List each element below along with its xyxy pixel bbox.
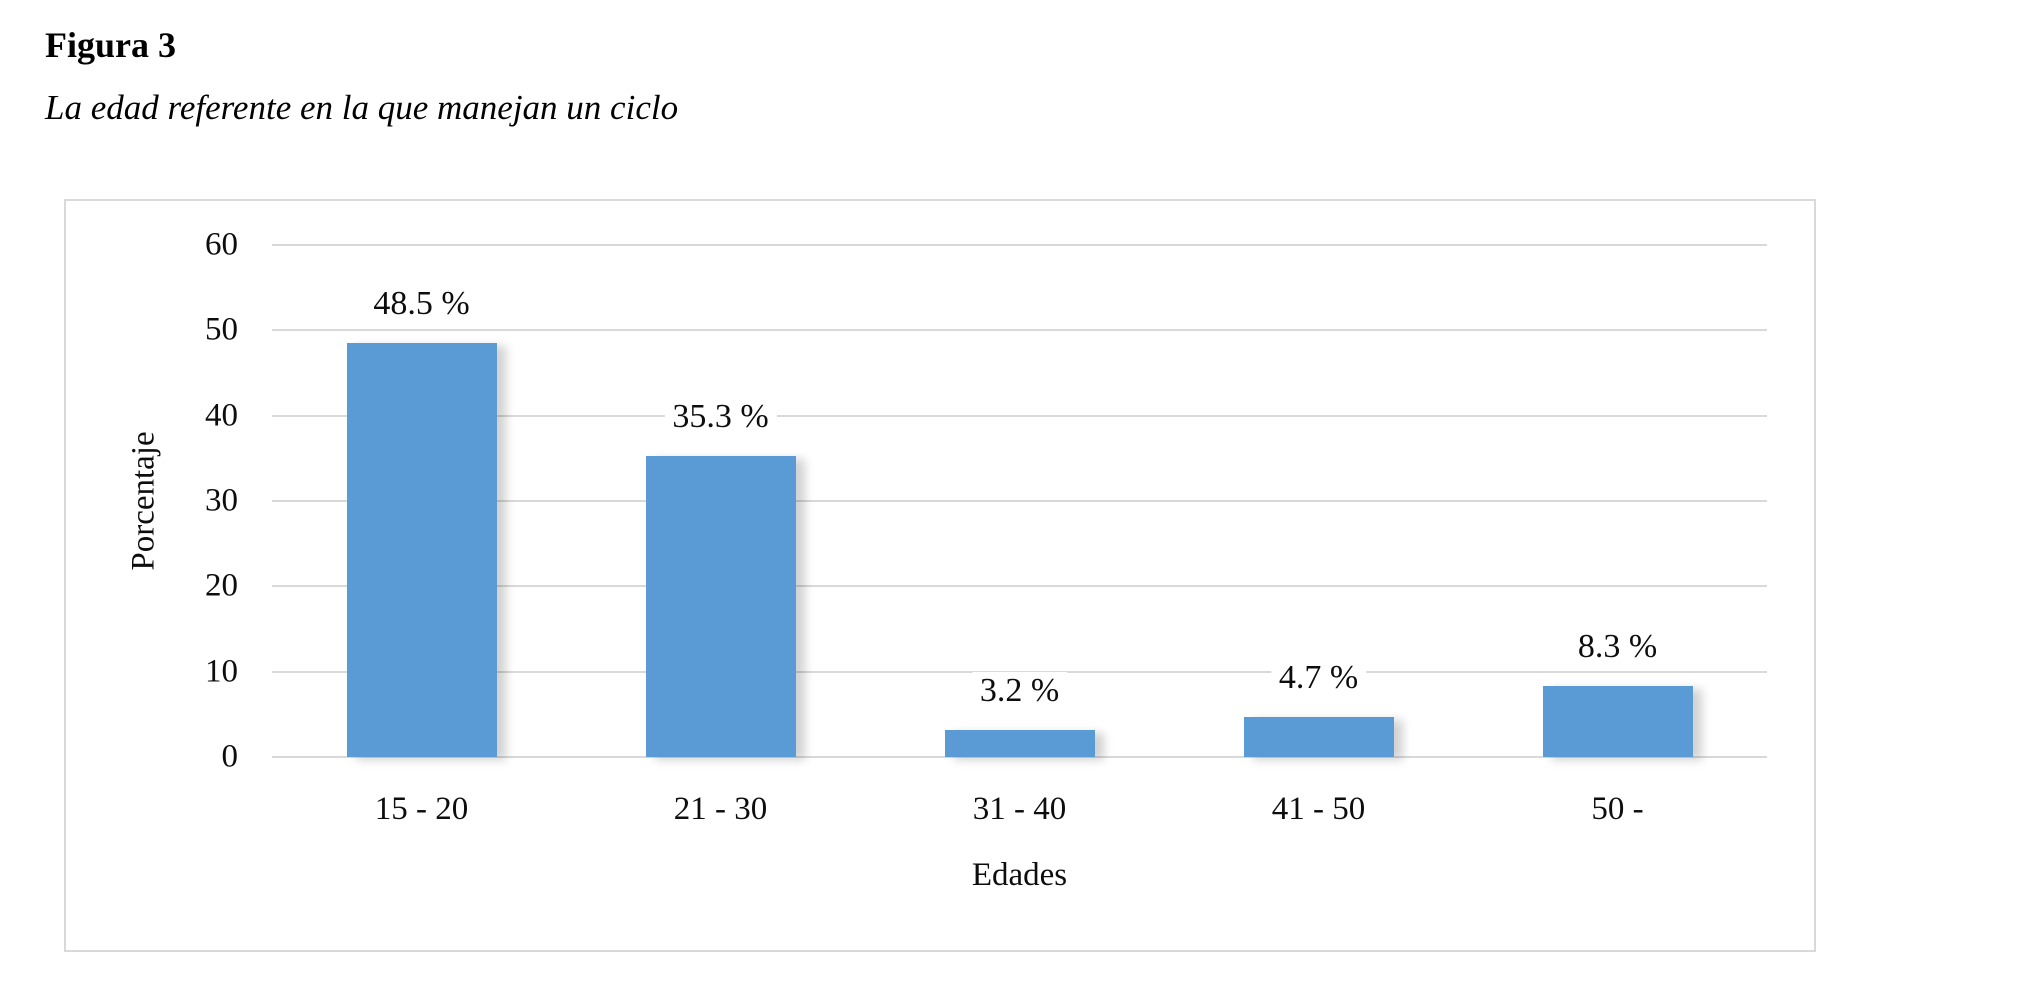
y-axis-title: Porcentaje <box>125 431 162 571</box>
figure-title: Figura 3 <box>45 25 176 65</box>
y-tick-label: 60 <box>205 226 238 263</box>
gridline <box>272 244 1767 246</box>
y-tick-label: 20 <box>205 567 238 604</box>
bar <box>346 343 497 757</box>
y-tick-label: 50 <box>205 311 238 348</box>
y-tick-label: 30 <box>205 482 238 519</box>
y-tick-label: 40 <box>205 397 238 434</box>
x-tick-label: 31 - 40 <box>972 791 1067 827</box>
gridline <box>272 756 1767 758</box>
bar <box>645 455 796 757</box>
bar-chart: 0 10 20 30 40 50 60 Porcentaje 48.5 % 35.3 % 3.2… <box>64 199 1816 952</box>
y-tick-label: 0 <box>221 738 239 775</box>
gridline <box>272 585 1767 588</box>
y-tick-label: 10 <box>205 653 238 690</box>
x-tick-label: 41 - 50 <box>1271 791 1366 827</box>
bar <box>944 729 1095 757</box>
bar-value-label: 4.7 % <box>1270 658 1367 697</box>
bar-value-label: 48.5 % <box>365 285 478 324</box>
x-tick-label: 15 - 20 <box>374 791 469 827</box>
gridline <box>272 670 1767 673</box>
bar-value-label: 8.3 % <box>1569 628 1666 667</box>
bar <box>1243 716 1394 757</box>
x-axis-title: Edades <box>971 857 1068 893</box>
gridline <box>272 414 1767 417</box>
bar-value-label: 3.2 % <box>971 671 1068 710</box>
bar <box>1542 686 1693 757</box>
figure-subtitle: La edad referente en la que manejan un c… <box>45 88 679 127</box>
gridline <box>272 329 1767 332</box>
bar-value-label: 35.3 % <box>664 397 777 436</box>
gridline <box>272 500 1767 502</box>
x-tick-label: 50 - <box>1591 791 1644 827</box>
x-tick-label: 21 - 30 <box>673 791 768 827</box>
